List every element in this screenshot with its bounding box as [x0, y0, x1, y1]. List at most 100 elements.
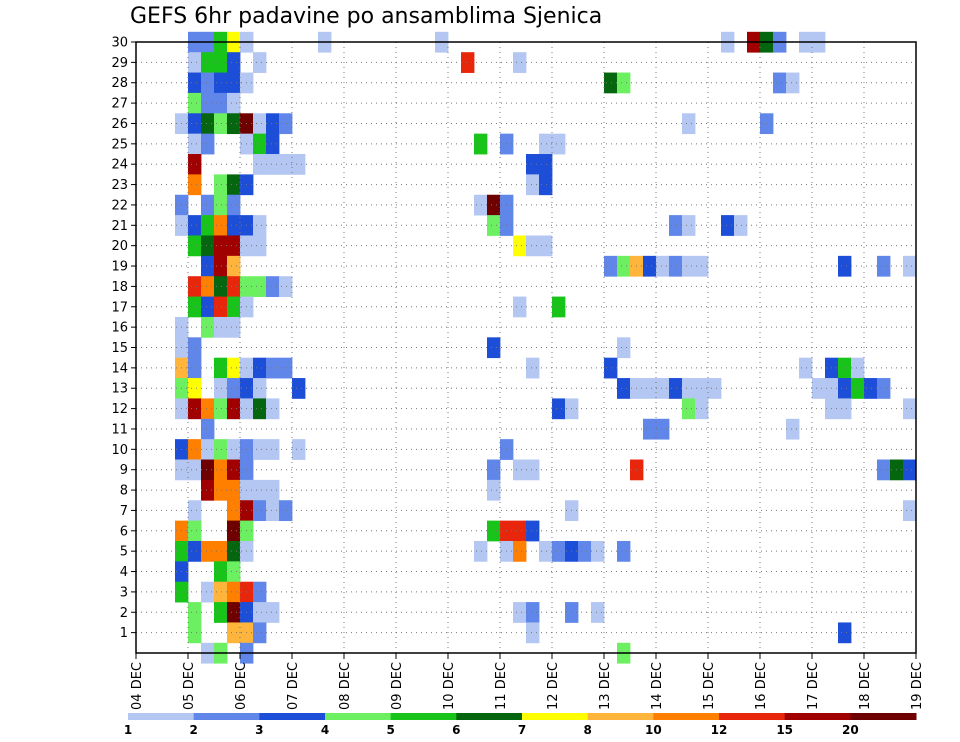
- heatmap-cell: [253, 378, 267, 399]
- heatmap-cell: [188, 72, 202, 94]
- heatmap-cell: [786, 72, 800, 94]
- heatmap-cell: [292, 439, 306, 460]
- y-tick-label: 17: [111, 300, 128, 315]
- heatmap-cell: [266, 276, 280, 297]
- heatmap-cell: [214, 235, 228, 257]
- heatmap-cell: [591, 602, 605, 623]
- heatmap-cell: [292, 154, 306, 175]
- heatmap-cell: [539, 174, 553, 196]
- heatmap-cell: [227, 561, 241, 583]
- heatmap-cell: [669, 378, 683, 399]
- heatmap-cell: [617, 378, 631, 399]
- heatmap-cell: [643, 255, 657, 277]
- heatmap-cell: [552, 133, 566, 155]
- heatmap-cell: [253, 622, 267, 644]
- heatmap-cell: [201, 316, 215, 338]
- y-tick-label: 26: [111, 117, 128, 132]
- heatmap-cell: [266, 113, 280, 135]
- heatmap-cell: [279, 357, 293, 379]
- heatmap-cell: [227, 540, 241, 562]
- x-tick-label: 08 DEC: [338, 662, 353, 710]
- heatmap-cell: [643, 418, 657, 440]
- heatmap-cell: [214, 602, 228, 623]
- heatmap-cell: [188, 276, 202, 297]
- heatmap-cell: [682, 113, 696, 135]
- heatmap-cell: [604, 72, 618, 94]
- heatmap-cell: [188, 52, 202, 73]
- heatmap-cell: [838, 622, 852, 644]
- y-tick-label: 21: [111, 219, 128, 234]
- heatmap-cell: [188, 459, 202, 481]
- y-tick-label: 7: [120, 504, 128, 519]
- heatmap-cell: [214, 439, 228, 460]
- heatmap-cell: [513, 459, 527, 481]
- y-tick-label: 23: [111, 178, 128, 193]
- x-tick-label: 09 DEC: [390, 662, 405, 710]
- heatmap-cell: [214, 459, 228, 481]
- heatmap-cell: [214, 357, 228, 379]
- y-tick-label: 19: [111, 260, 128, 275]
- heatmap-cell: [201, 113, 215, 135]
- y-tick-label: 13: [111, 382, 128, 397]
- heatmap-cell: [227, 500, 241, 522]
- color-bar-label: 4: [321, 723, 329, 737]
- heatmap-cell: [227, 113, 241, 135]
- heatmap-cell: [604, 357, 618, 379]
- heatmap-cell: [201, 92, 215, 114]
- heatmap-cell: [253, 133, 267, 155]
- heatmap-cell: [227, 357, 241, 379]
- heatmap-cell: [227, 255, 241, 277]
- heatmap-cell: [617, 337, 631, 359]
- heatmap-cell: [279, 113, 293, 135]
- heatmap-cell: [474, 194, 488, 216]
- heatmap-cell: [214, 479, 228, 501]
- heatmap-cell: [578, 540, 592, 562]
- y-axis: 1234567891011121314151617181920212223242…: [111, 36, 136, 641]
- heatmap-cell: [201, 398, 215, 420]
- heatmap-cell: [227, 459, 241, 481]
- heatmap-cell: [201, 439, 215, 460]
- heatmap-cell: [227, 602, 241, 623]
- heatmap-cell: [461, 52, 475, 73]
- heatmap-cell: [227, 235, 241, 257]
- heatmap-cell: [227, 622, 241, 644]
- heatmap-cell: [279, 276, 293, 297]
- heatmap-cell: [539, 540, 553, 562]
- heatmap-cell: [227, 276, 241, 297]
- heatmap-cell: [266, 602, 280, 623]
- heatmap-cell: [487, 459, 501, 481]
- heatmap-cell: [227, 378, 241, 399]
- heatmap-cell: [188, 540, 202, 562]
- heatmap-cell: [838, 357, 852, 379]
- heatmap-cell: [214, 296, 228, 318]
- color-bar-label: 8: [583, 723, 591, 737]
- heatmap-cell: [227, 296, 241, 318]
- page-title: GEFS 6hr padavine po ansamblima Sjenica: [130, 4, 603, 29]
- heatmap-cell: [656, 378, 670, 399]
- heatmap-cell: [734, 215, 748, 236]
- heatmap-cell: [266, 133, 280, 155]
- heatmap-cell: [214, 255, 228, 277]
- heatmap-cell: [214, 92, 228, 114]
- heatmap-cell: [526, 602, 540, 623]
- heatmap-cell: [214, 581, 228, 603]
- color-bar-label: 1: [124, 723, 132, 737]
- heatmap-cell: [201, 479, 215, 501]
- heatmap-cell: [227, 581, 241, 603]
- x-tick-label: 10 DEC: [442, 662, 457, 710]
- heatmap-cell: [214, 276, 228, 297]
- heatmap-cell: [188, 378, 202, 399]
- heatmap-cell: [812, 378, 826, 399]
- heatmap-cell: [201, 72, 215, 94]
- y-tick-label: 30: [111, 36, 128, 51]
- y-tick-label: 8: [120, 484, 128, 499]
- heatmap-cell: [682, 378, 696, 399]
- heatmap-cell: [539, 133, 553, 155]
- color-bar-label: 7: [518, 723, 526, 737]
- heatmap-cell: [266, 439, 280, 460]
- heatmap-cell: [487, 194, 501, 216]
- heatmap-cell: [253, 439, 267, 460]
- heatmap-cell: [669, 255, 683, 277]
- heatmap-cell: [188, 133, 202, 155]
- color-bar-segment: [193, 713, 260, 720]
